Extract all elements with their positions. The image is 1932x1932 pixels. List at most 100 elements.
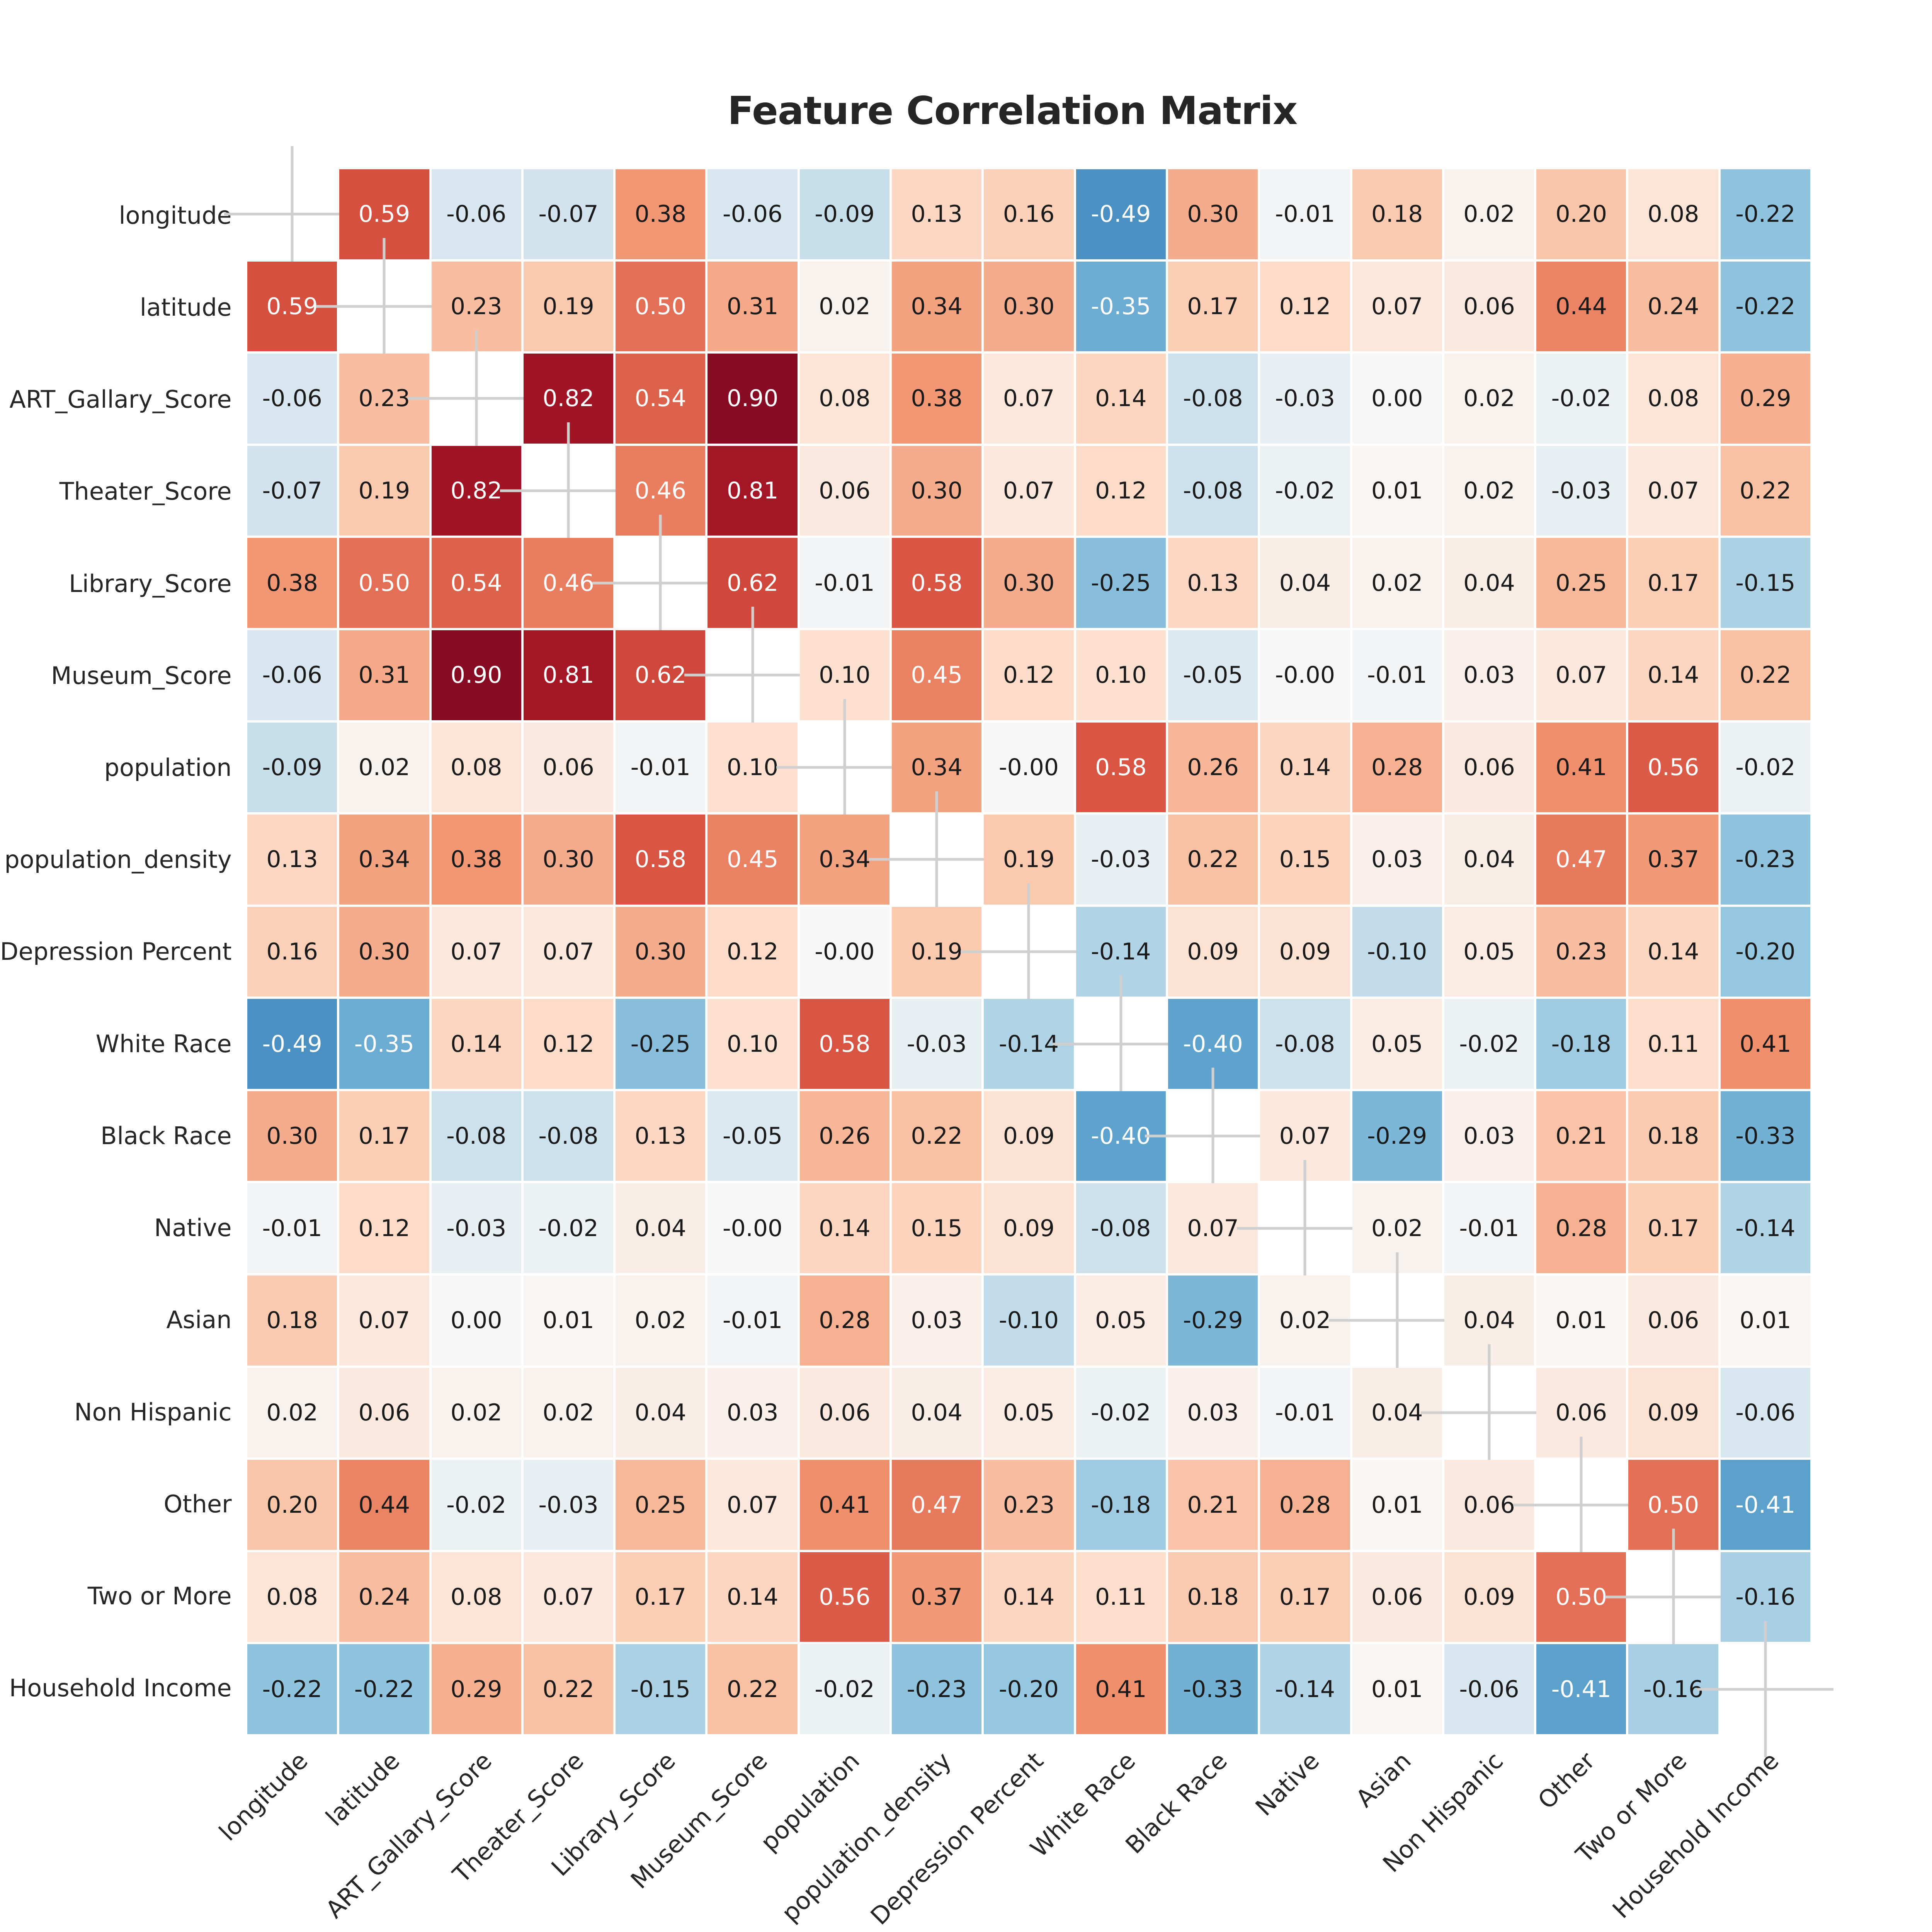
heatmap-cell-diagonal: [1720, 1644, 1810, 1734]
heatmap-cell: 0.16: [984, 169, 1074, 259]
x-axis-label: Asian: [1350, 1747, 1417, 1813]
x-axis-label-slot: Non Hispanic: [1377, 1734, 1534, 1932]
x-axis-label-slot: Black Race: [1120, 1734, 1259, 1932]
heatmap-cell: 0.12: [339, 1183, 429, 1274]
heatmap-cell: 0.30: [984, 261, 1074, 352]
heatmap-cell: -0.41: [1536, 1644, 1626, 1734]
heatmap-plot-area: 0.59 -0.06 -0.07 0.38 -0.06 -0.09 0.13 0.16 -0.4…: [247, 169, 1810, 1734]
heatmap-cell-diagonal: [523, 446, 614, 536]
y-axis-label: Black Race: [100, 1121, 232, 1150]
heatmap-cell: 0.01: [1352, 1460, 1442, 1550]
heatmap-cell: 0.22: [523, 1644, 614, 1734]
heatmap-cell: -0.01: [1260, 169, 1350, 259]
heatmap-cell: -0.02: [799, 1644, 890, 1734]
heatmap-cell: 0.25: [616, 1460, 706, 1550]
heatmap-cell: 0.29: [431, 1644, 521, 1734]
heatmap-cell: 0.18: [1352, 169, 1442, 259]
y-axis-label: latitude: [139, 293, 232, 321]
heatmap-cell: 0.05: [1444, 906, 1534, 997]
heatmap-cell: 0.30: [616, 906, 706, 997]
heatmap-cell: 0.17: [1260, 1552, 1350, 1642]
heatmap-cell-diagonal: [1168, 1091, 1258, 1181]
heatmap-cell: 0.06: [799, 446, 890, 536]
heatmap-cell: 0.26: [1168, 722, 1258, 813]
heatmap-cell: 0.03: [1168, 1367, 1258, 1458]
heatmap-cell: 0.20: [247, 1460, 337, 1550]
heatmap-cell: 0.31: [339, 630, 429, 720]
heatmap-cell: 0.37: [1628, 815, 1718, 905]
heatmap-cell: 0.14: [799, 1183, 890, 1274]
heatmap-cell: 0.22: [707, 1644, 798, 1734]
heatmap-cell: -0.00: [799, 906, 890, 997]
heatmap-cell: 0.19: [523, 261, 614, 352]
heatmap-cell-diagonal: [707, 630, 798, 720]
heatmap-cell: 0.01: [1536, 1276, 1626, 1366]
heatmap-cell-diagonal: [1444, 1367, 1534, 1458]
heatmap-cell: 0.03: [892, 1276, 982, 1366]
heatmap-cell: 0.38: [247, 538, 337, 628]
heatmap-cell: -0.41: [1720, 1460, 1810, 1550]
y-axis-labels: longitude latitude ART_Gallary_Score Theate…: [0, 169, 234, 1734]
heatmap-cell: 0.10: [707, 999, 798, 1089]
heatmap-cell: -0.08: [1168, 354, 1258, 444]
heatmap-cell: -0.08: [1260, 999, 1350, 1089]
heatmap-cell: 0.23: [1536, 906, 1626, 997]
heatmap-cell: 0.24: [339, 1552, 429, 1642]
heatmap-cell: -0.18: [1076, 1460, 1166, 1550]
heatmap-cell: -0.29: [1352, 1091, 1442, 1181]
heatmap-cell: 0.28: [1260, 1460, 1350, 1550]
page-title: Feature Correlation Matrix: [727, 88, 1298, 133]
heatmap-cell: 0.58: [1076, 722, 1166, 813]
heatmap-cell: 0.01: [523, 1276, 614, 1366]
heatmap-cell: 0.22: [1720, 630, 1810, 720]
heatmap-cell: 0.21: [1536, 1091, 1626, 1181]
heatmap-cell: 0.16: [247, 906, 337, 997]
heatmap-cell: 0.07: [1352, 261, 1442, 352]
heatmap-cell: 0.22: [1168, 815, 1258, 905]
heatmap-cell: 0.01: [1352, 446, 1442, 536]
heatmap-cell: -0.01: [616, 722, 706, 813]
heatmap-cell: 0.37: [892, 1552, 982, 1642]
heatmap-cell: 0.82: [523, 354, 614, 444]
heatmap-cell-diagonal: [1076, 999, 1166, 1089]
y-axis-label: Asian: [166, 1306, 232, 1334]
heatmap-cell: 0.41: [1720, 999, 1810, 1089]
heatmap-cell: -0.10: [984, 1276, 1074, 1366]
heatmap-cell: -0.14: [1260, 1644, 1350, 1734]
heatmap-cell: 0.05: [1352, 999, 1442, 1089]
heatmap-cell: -0.18: [1536, 999, 1626, 1089]
heatmap-cell: 0.03: [1444, 1091, 1534, 1181]
heatmap-cell: 0.38: [616, 169, 706, 259]
heatmap-cell-diagonal: [1536, 1460, 1626, 1550]
heatmap-cell: 0.24: [1628, 261, 1718, 352]
heatmap-cell: 0.08: [247, 1552, 337, 1642]
heatmap-cell: -0.06: [1720, 1367, 1810, 1458]
heatmap-cell: 0.19: [339, 446, 429, 536]
y-axis-label: White Race: [95, 1029, 232, 1058]
heatmap-cell: 0.90: [431, 630, 521, 720]
heatmap-cell: 0.58: [892, 538, 982, 628]
heatmap-cell: -0.05: [707, 1091, 798, 1181]
heatmap-cell: 0.12: [984, 630, 1074, 720]
heatmap-cell: -0.05: [1168, 630, 1258, 720]
heatmap-cell: 0.09: [1444, 1552, 1534, 1642]
heatmap-cell: -0.08: [523, 1091, 614, 1181]
heatmap-cell: 0.09: [1168, 906, 1258, 997]
heatmap-cell: -0.00: [1260, 630, 1350, 720]
heatmap-cell: 0.12: [523, 999, 614, 1089]
heatmap-cell: 0.00: [1352, 354, 1442, 444]
heatmap-cell: 0.29: [1720, 354, 1810, 444]
heatmap-cell: -0.09: [247, 722, 337, 813]
heatmap-cell: 0.02: [799, 261, 890, 352]
heatmap-cell: 0.06: [1628, 1276, 1718, 1366]
heatmap-cell: 0.08: [799, 354, 890, 444]
heatmap-cell-diagonal: [247, 169, 337, 259]
heatmap-cell: -0.03: [1076, 815, 1166, 905]
heatmap-grid: 0.59 -0.06 -0.07 0.38 -0.06 -0.09 0.13 0.16 -0.4…: [247, 169, 1810, 1734]
heatmap-cell: -0.49: [247, 999, 337, 1089]
heatmap-cell: -0.07: [523, 169, 614, 259]
heatmap-cell: -0.23: [1720, 815, 1810, 905]
heatmap-cell: 0.04: [616, 1183, 706, 1274]
heatmap-cell: -0.06: [247, 630, 337, 720]
heatmap-cell: 0.02: [1444, 354, 1534, 444]
